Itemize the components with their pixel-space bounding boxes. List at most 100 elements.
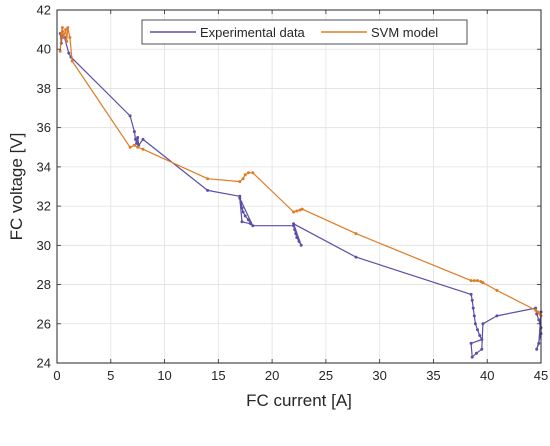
legend: Experimental data SVM model [141,19,468,45]
x-tick-label: 20 [265,368,279,383]
plot-frame [56,9,542,364]
data-point-svm [300,207,304,211]
data-point-svm [132,143,136,147]
data-point-experimental [480,338,484,341]
series-experimental [58,30,543,359]
y-tick-label: 26 [37,316,51,331]
data-point-experimental [480,347,484,351]
data-point-svm [292,210,296,214]
data-point-experimental [132,130,136,134]
data-point-experimental [141,137,145,141]
data-point-svm [136,145,140,149]
data-point-svm [246,171,250,175]
y-tick-label: 30 [37,238,51,253]
data-point-experimental [478,334,482,337]
data-point-experimental [475,351,478,355]
y-axis-title: FC voltage [V] [7,133,26,241]
data-point-experimental [299,243,303,247]
data-point-experimental [473,322,477,326]
data-point-svm [295,209,299,213]
y-tick-label: 28 [37,277,51,292]
data-point-experimental [67,51,71,55]
data-point-svm [70,59,74,63]
legend-box [141,19,468,45]
x-tick-label: 40 [480,368,494,383]
data-point-experimental [246,218,250,222]
data-point-svm [481,281,485,285]
data-point-experimental [495,314,499,318]
x-tick-label: 5 [107,368,114,383]
data-point-experimental [249,222,253,226]
data-point-experimental [241,210,245,214]
data-point-svm [534,308,538,312]
data-point-svm [141,147,145,151]
data-point-svm [354,232,358,236]
data-point-svm [472,279,476,283]
plot-background [57,10,541,363]
data-point-svm [65,39,69,43]
data-point-svm [495,288,499,292]
data-point-experimental [243,214,247,218]
data-point-experimental [206,188,210,192]
data-point-experimental [469,341,473,345]
data-point-experimental [238,196,242,200]
data-point-experimental [294,232,298,236]
data-point-experimental [537,341,541,345]
y-tick-label: 42 [37,3,51,18]
data-point-experimental [535,347,539,351]
data-point-experimental [240,220,244,224]
ticks: 0 5 10 15 20 25 30 35 40 45 24 26 28 30 32 34 36 38 40 42 [37,3,549,384]
data-point-svm [68,36,72,39]
x-axis-title: FC current [A] [246,391,352,410]
y-tick-label: 40 [37,42,51,57]
data-point-svm [536,310,540,314]
data-point-experimental [128,114,132,118]
data-point-experimental [136,136,140,139]
data-point-svm [243,173,247,177]
y-tick-label: 34 [37,159,51,174]
data-point-svm [64,28,68,32]
data-point-svm [238,180,242,184]
data-point-experimental [354,255,358,259]
y-tick-label: 32 [37,199,51,214]
data-point-experimental [537,318,541,322]
x-tick-label: 15 [211,368,225,383]
x-tick-label: 10 [157,368,171,383]
data-point-experimental [292,222,296,226]
y-tick-label: 24 [37,356,51,371]
data-point-svm [206,177,210,181]
data-point-svm [241,177,245,181]
x-tick-label: 25 [319,368,333,383]
data-point-svm [60,26,64,30]
data-point-svm [58,49,62,53]
data-point-experimental [469,292,473,296]
data-point-svm [476,279,479,283]
y-tick-label: 38 [37,81,51,96]
data-point-experimental [470,355,474,359]
data-point-experimental [476,328,479,332]
series-layer [58,26,543,359]
data-point-experimental [240,206,244,210]
legend-label-svm: SVM model [371,25,438,40]
y-tick-label: 36 [37,120,51,135]
x-tick-label: 30 [372,368,386,383]
data-point-experimental [293,228,297,232]
x-tick-label: 45 [534,368,548,383]
data-point-experimental [481,322,485,326]
data-point-experimental [472,314,476,318]
data-point-experimental [470,298,474,302]
data-point-svm [251,171,255,175]
data-point-experimental [295,236,299,239]
x-tick-label: 35 [426,368,440,383]
data-point-experimental [471,306,475,310]
data-point-experimental [239,200,243,204]
data-point-experimental [251,224,255,228]
data-point-svm [469,279,473,283]
data-point-svm [66,26,70,30]
x-tick-label: 0 [53,368,60,383]
data-point-experimental [134,137,137,141]
data-point-experimental [297,239,301,243]
series-svm [58,26,543,318]
